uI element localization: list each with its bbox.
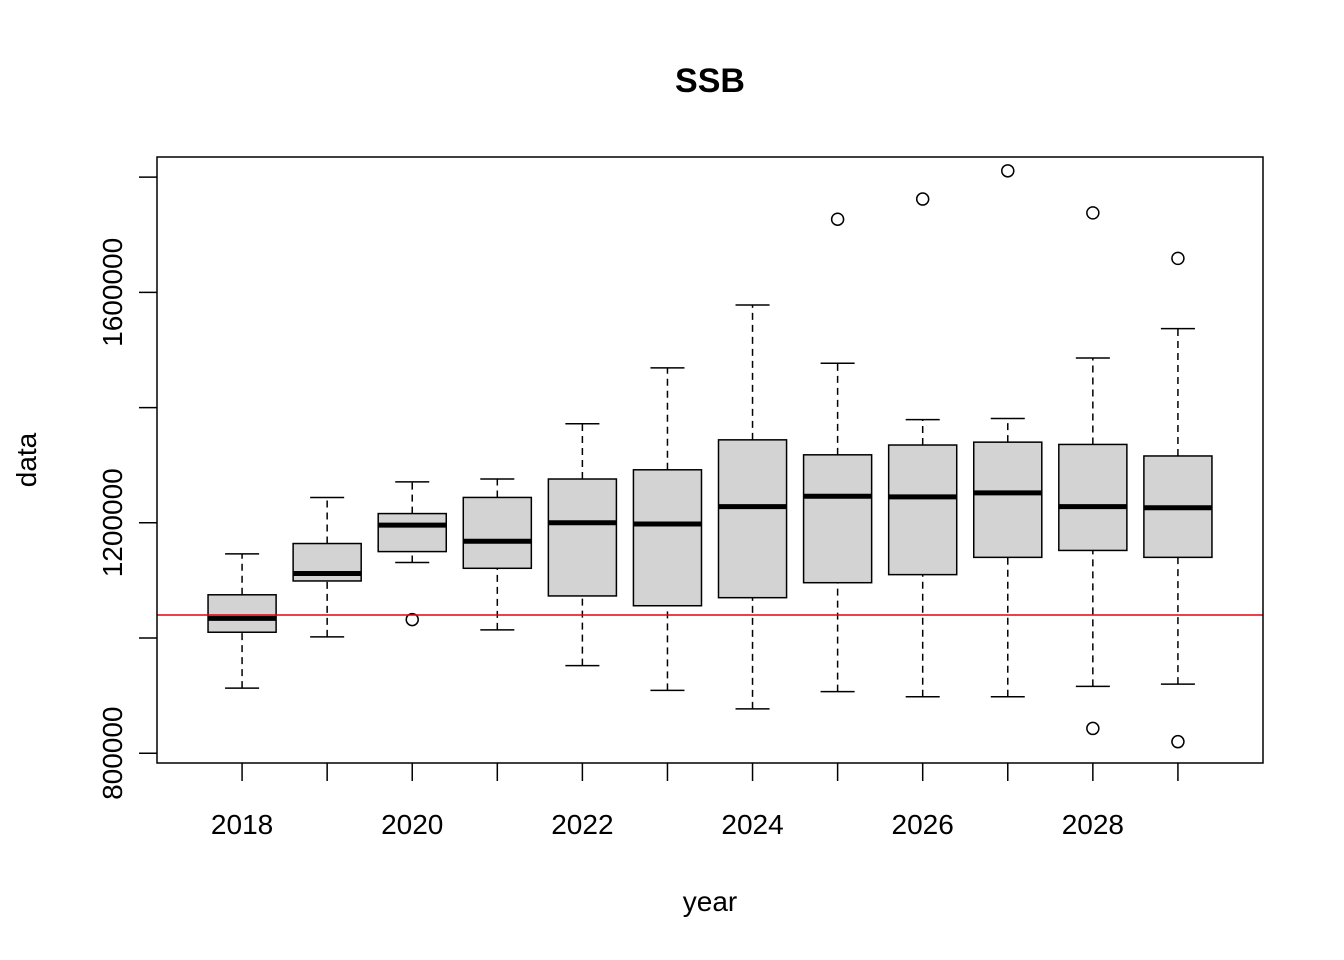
box-iqr [547,478,618,597]
outlier-point [1171,251,1185,266]
x-tick-label: 2020 [381,809,443,840]
y-axis: 800000 1200000 1600000 [97,176,157,800]
x-tick-label: 2026 [892,809,954,840]
box-2029 [1143,251,1213,749]
box-2021 [462,478,533,631]
box-iqr [462,496,533,570]
outlier-point [1001,164,1015,178]
y-axis-label: data [11,432,42,487]
x-tick-label: 2022 [551,809,613,840]
plot-frame [156,156,1264,764]
box-2023 [632,367,703,692]
box-2027 [972,164,1043,698]
outlier-point [1086,206,1100,220]
box-iqr [717,439,788,599]
box-2020 [377,481,448,627]
box-2022 [547,422,618,667]
x-tick-label: 2018 [211,809,273,840]
outlier-point [405,612,419,627]
outlier-point [1086,721,1100,736]
box-2026 [887,192,958,698]
box-2019 [292,496,362,638]
box-2028 [1058,206,1128,736]
box-iqr [802,454,873,584]
outlier-point [1171,734,1185,749]
y-tick-label: 1600000 [97,238,128,347]
x-tick-label: 2024 [721,809,783,840]
box-iqr [207,594,277,633]
box-2024 [717,304,788,710]
x-axis-label: year [683,886,737,917]
box-iqr [632,469,703,607]
plot-area [157,164,1263,749]
outlier-point [915,192,930,206]
x-axis: 2018 2020 2022 2024 2026 2028 [211,763,1179,840]
box-iqr [887,444,958,576]
x-tick-label: 2028 [1062,809,1124,840]
y-tick-label: 1200000 [97,468,128,577]
box-2018 [207,553,277,689]
chart-title: SSB [675,62,745,100]
box-iqr [1058,443,1128,552]
outlier-point [830,212,845,226]
box-iqr [972,441,1043,559]
y-tick-label: 800000 [97,706,128,799]
box-2025 [802,212,873,693]
box-iqr [377,512,448,553]
